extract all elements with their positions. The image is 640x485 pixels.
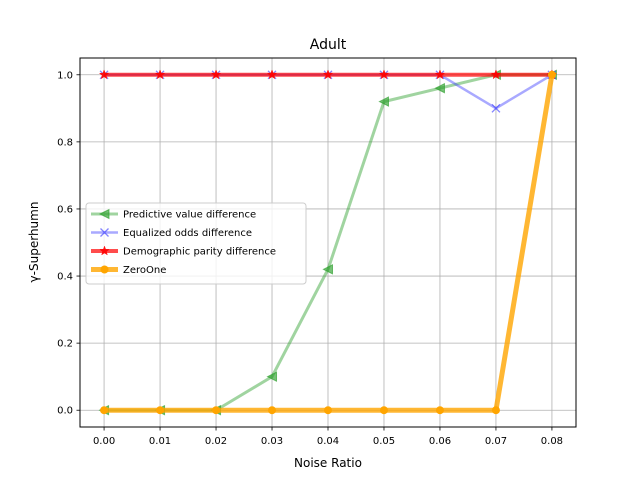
x-tick-label: 0.06 — [429, 436, 451, 447]
data-point — [156, 406, 165, 415]
y-tick-label: 0.8 — [57, 137, 73, 148]
data-point — [154, 69, 166, 80]
legend-swatch-marker — [99, 245, 110, 256]
x-tick-label: 0.03 — [261, 436, 283, 447]
data-point — [266, 69, 278, 80]
x-tick-label: 0.00 — [93, 436, 115, 447]
data-point — [268, 406, 277, 415]
data-point — [266, 371, 278, 382]
y-tick-label: 0.2 — [57, 339, 73, 350]
data-point — [212, 406, 221, 415]
data-point — [378, 96, 389, 107]
legend-item: ZeroOne — [91, 265, 166, 276]
legend-swatch-marker — [100, 265, 109, 274]
x-tick-label: 0.05 — [373, 436, 395, 447]
data-point — [434, 69, 446, 80]
legend-swatch-marker — [98, 208, 110, 220]
legend-box — [85, 202, 307, 285]
data-point — [379, 406, 388, 415]
y-tick-label: 0.0 — [57, 406, 73, 417]
y-tick-label: 1.0 — [57, 70, 73, 81]
legend: Predictive value difference Equalized odd… — [85, 202, 307, 285]
axis-ticks: 0.00 0.01 0.02 0.03 0.04 0.05 0.06 0.07 0.08 0.0 0… — [57, 70, 563, 447]
series-3 — [98, 69, 558, 80]
y-tick-label: 0.4 — [57, 272, 73, 283]
data-point — [322, 264, 333, 275]
chart-title: Adult — [310, 37, 347, 53]
x-tick-label: 0.02 — [205, 436, 227, 447]
data-point — [324, 406, 332, 415]
data-point — [491, 406, 500, 415]
x-tick-label: 0.07 — [485, 436, 507, 447]
legend-item: Demographic parity difference — [91, 245, 276, 258]
legend-swatch-marker — [100, 228, 109, 237]
series-layer — [98, 69, 558, 416]
y-tick-label: 0.6 — [57, 204, 73, 215]
y-axis-label: γ-Superhumn — [27, 202, 41, 283]
legend-label: ZeroOne — [123, 265, 166, 276]
legend-item: Equalized odds difference — [91, 228, 252, 239]
data-point — [434, 82, 445, 94]
legend-label: Predictive value difference — [123, 210, 256, 221]
legend-label: Demographic parity difference — [123, 247, 276, 258]
data-point — [322, 69, 334, 80]
series-4 — [100, 70, 556, 415]
legend-item: Predictive value difference — [91, 208, 256, 221]
data-point — [98, 69, 110, 80]
data-point — [378, 69, 390, 80]
x-axis-label: Noise Ratio — [294, 456, 362, 470]
data-point — [435, 406, 444, 415]
data-point — [100, 406, 109, 415]
data-point — [490, 69, 502, 80]
data-point — [210, 69, 222, 80]
data-point — [547, 70, 556, 79]
legend-label: Equalized odds difference — [123, 228, 252, 239]
x-tick-label: 0.08 — [541, 436, 563, 447]
data-point — [491, 103, 501, 113]
x-tick-label: 0.01 — [149, 436, 171, 447]
x-tick-label: 0.04 — [317, 436, 339, 447]
